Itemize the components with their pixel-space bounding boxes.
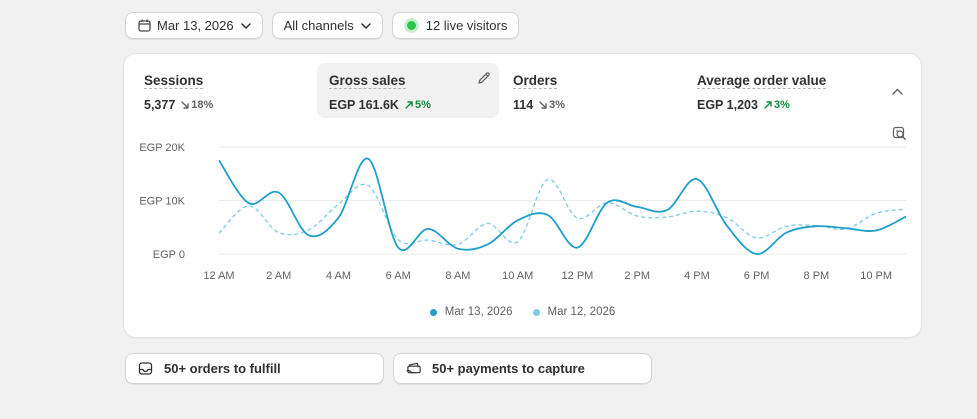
metric-label: Average order value — [697, 73, 827, 89]
x-tick-label: 10 AM — [502, 270, 533, 282]
metric-value: EGP 1,203 — [697, 98, 758, 112]
live-visitors-label: 12 live visitors — [425, 18, 508, 33]
metric-delta: 5% — [405, 99, 431, 111]
y-tick-label: EGP 0 — [153, 249, 185, 261]
metric-delta-value: 3% — [773, 99, 790, 111]
orders-to-fulfill-label: 50+ orders to fulfill — [164, 361, 281, 376]
x-tick-label: 4 PM — [684, 270, 710, 282]
metric-delta: 18% — [181, 99, 213, 111]
date-label: Mar 13, 2026 — [157, 18, 234, 33]
metric-value: 114 — [513, 98, 534, 112]
payments-to-capture-button[interactable]: 50+ payments to capture — [393, 353, 652, 384]
series-line-current — [218, 157, 907, 255]
cash-icon — [406, 361, 422, 377]
metric-label: Gross sales — [329, 73, 406, 89]
metric-delta: 3% — [539, 99, 565, 111]
legend-item-current[interactable]: Mar 13, 2026 — [429, 306, 513, 318]
legend-label: Mar 12, 2026 — [547, 306, 616, 318]
y-tick-label: EGP 10K — [139, 196, 185, 208]
live-indicator-icon — [406, 21, 416, 30]
x-tick-label: 4 AM — [326, 270, 351, 282]
pencil-icon[interactable] — [477, 71, 491, 90]
arrow-up-right-icon — [764, 101, 772, 109]
legend-label: Mar 13, 2026 — [444, 306, 513, 318]
magnify-chart-icon — [892, 126, 906, 140]
collapse-button[interactable] — [889, 83, 905, 99]
x-tick-label: 10 PM — [860, 270, 892, 282]
channel-label: All channels — [283, 18, 354, 33]
x-tick-label: 6 AM — [386, 270, 411, 282]
x-tick-label: 2 PM — [624, 270, 650, 282]
legend-swatch — [429, 308, 437, 316]
chart-legend: Mar 13, 2026 Mar 12, 2026 — [124, 306, 921, 318]
metric-delta-value: 3% — [549, 99, 566, 111]
x-tick-label: 2 AM — [266, 270, 291, 282]
chevron-down-icon — [360, 22, 371, 29]
metric-average-order-value[interactable]: Average order value EGP 1,203 3% — [685, 63, 885, 118]
inbox-icon — [138, 361, 154, 377]
channel-select-button[interactable]: All channels — [271, 12, 383, 39]
date-picker-button[interactable]: Mar 13, 2026 — [125, 12, 263, 39]
x-tick-label: 6 PM — [744, 270, 770, 282]
x-tick-label: 8 AM — [445, 270, 470, 282]
metric-label: Sessions — [144, 73, 204, 89]
legend-swatch — [532, 308, 540, 316]
metric-orders[interactable]: Orders 114 3% — [501, 63, 681, 118]
chart-zoom-button[interactable] — [890, 124, 908, 142]
metric-value: EGP 161.6K — [329, 98, 399, 112]
gross-sales-chart: EGP 20K EGP 10K EGP 0 12 AM 2 AM 4 AM 6 AM 8 AM… — [139, 142, 907, 282]
filter-bar: Mar 13, 2026 All channels 12 live visito… — [125, 12, 520, 39]
x-tick-label: 12 PM — [562, 270, 594, 282]
analytics-card: Sessions 5,377 18% Gross sales EGP 161.6… — [124, 54, 921, 337]
payments-to-capture-label: 50+ payments to capture — [432, 361, 585, 376]
series-line-previous — [218, 178, 907, 246]
arrow-down-right-icon — [181, 101, 189, 109]
metric-label: Orders — [513, 73, 558, 89]
metric-gross-sales[interactable]: Gross sales EGP 161.6K 5% — [317, 63, 499, 118]
chevron-up-icon — [891, 88, 903, 95]
arrow-up-right-icon — [405, 101, 413, 109]
metric-sessions[interactable]: Sessions 5,377 18% — [132, 63, 317, 118]
x-tick-label: 12 AM — [203, 270, 234, 282]
arrow-down-right-icon — [539, 101, 547, 109]
chevron-down-icon — [240, 22, 251, 29]
x-tick-label: 8 PM — [804, 270, 830, 282]
metric-delta: 3% — [764, 99, 790, 111]
metric-delta-value: 5% — [414, 99, 431, 111]
y-tick-label: EGP 20K — [139, 142, 185, 154]
live-visitors-button[interactable]: 12 live visitors — [391, 12, 520, 39]
calendar-icon — [137, 19, 151, 33]
task-bar: 50+ orders to fulfill 50+ payments to ca… — [125, 353, 652, 384]
metric-delta-value: 18% — [191, 99, 214, 111]
legend-item-previous[interactable]: Mar 12, 2026 — [532, 306, 616, 318]
metric-value: 5,377 — [144, 98, 176, 112]
orders-to-fulfill-button[interactable]: 50+ orders to fulfill — [125, 353, 384, 384]
